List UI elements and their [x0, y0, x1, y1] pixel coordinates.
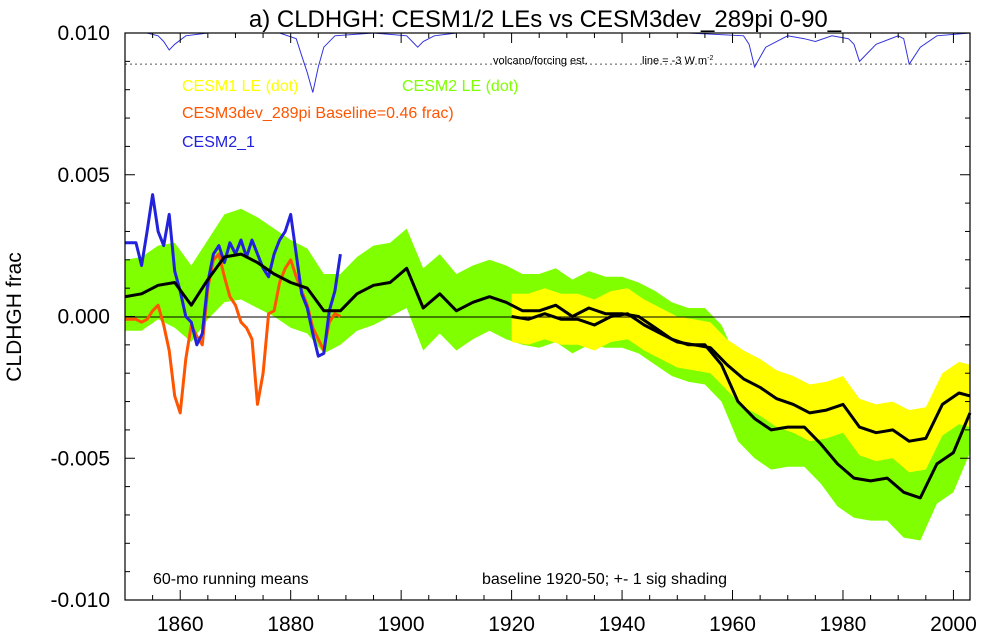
y-axis: 0.010 0.005 0.000 -0.005 -0.010: [50, 22, 970, 612]
chart-title: a) CLDHGH: CESM1/2 LEs vs CESM3dev_289pi…: [249, 6, 842, 33]
line-cesm2-le-mean: [124, 252, 972, 500]
y-tick-label: -0.010: [50, 589, 110, 612]
volcano-line-label-sup: -2: [707, 55, 713, 62]
legend-label-cesm2-1: CESM2_1: [182, 134, 255, 151]
x-tick-label: 1940: [599, 613, 646, 636]
x-tick-label: 1920: [488, 613, 535, 636]
y-axis-label: CLDHGH frac: [3, 252, 26, 382]
x-axis: 1860 1880 1900 1920 1940 1960 1980 2000: [124, 33, 977, 636]
volcano-line-label: line = -3 W m-2: [642, 55, 713, 67]
line-cesm1-le-mean: [511, 312, 971, 443]
x-tick-label: 1880: [267, 613, 314, 636]
volcano-line-label-text: line = -3 W m: [642, 55, 707, 67]
legend-label-cesm1-le: CESM1 LE (dot): [182, 78, 298, 95]
y-tick-label: -0.005: [50, 447, 110, 470]
x-tick-label: 1960: [709, 613, 756, 636]
legend: CESM1 LE (dot) CESM2 LE (dot) CESM3dev_2…: [182, 78, 518, 151]
legend-label-cesm3dev: CESM3dev_289pi Baseline=0.46 frac): [182, 105, 454, 122]
x-tick-label: 2000: [930, 613, 977, 636]
x-tick-label: 1860: [157, 613, 204, 636]
plot-area: [124, 32, 972, 601]
y-tick-label: 0.005: [57, 164, 110, 187]
baseline-note: baseline 1920-50; +- 1 sig shading: [482, 571, 727, 588]
volcano-label: volcano/forcing est.: [493, 55, 588, 67]
y-tick-label: 0.010: [57, 22, 110, 45]
running-means-note: 60-mo running means: [153, 571, 309, 588]
band-cesm1-le-dot: [511, 288, 970, 473]
legend-label-cesm2-le: CESM2 LE (dot): [402, 78, 518, 95]
x-tick-label: 1900: [378, 613, 425, 636]
x-tick-label: 1980: [820, 613, 867, 636]
y-tick-label: 0.000: [57, 306, 110, 329]
